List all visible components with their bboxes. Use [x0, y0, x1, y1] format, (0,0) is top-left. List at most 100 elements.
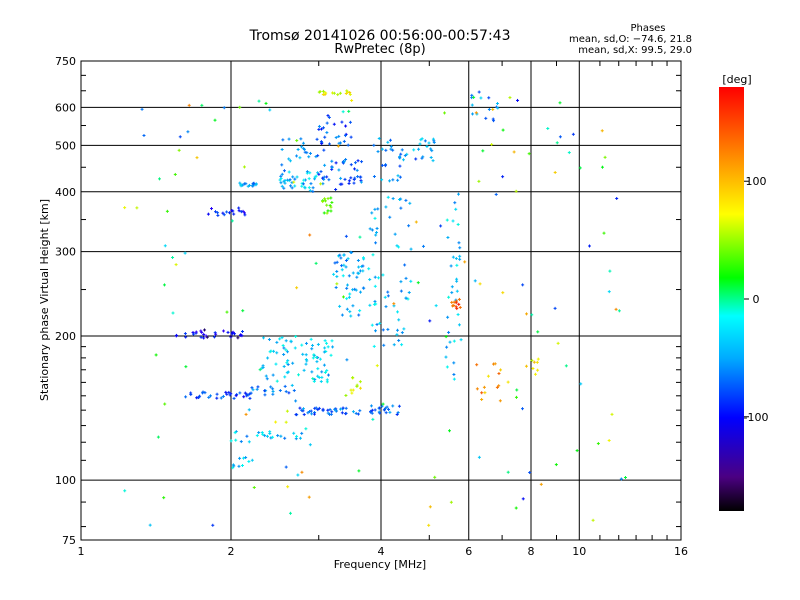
data-point [203, 328, 207, 332]
data-point [375, 226, 379, 230]
data-point [340, 411, 344, 415]
y-tick-label: 600 [55, 101, 76, 114]
data-point [344, 124, 348, 128]
data-point [282, 364, 286, 368]
data-point [280, 163, 284, 167]
data-point [361, 286, 365, 290]
data-point [309, 182, 313, 186]
data-point [447, 295, 451, 299]
data-point [389, 145, 393, 149]
data-point [314, 261, 318, 265]
data-point [400, 148, 404, 152]
data-point [319, 182, 323, 186]
data-point [304, 362, 308, 366]
data-point [450, 285, 454, 289]
data-point [395, 333, 399, 337]
data-point [369, 404, 373, 408]
data-point [300, 470, 304, 474]
data-point [322, 148, 326, 152]
data-point [453, 201, 457, 205]
data-point [480, 397, 484, 401]
data-point [392, 343, 396, 347]
data-point [225, 392, 229, 396]
data-point [310, 347, 314, 351]
data-point [340, 313, 344, 317]
data-point [458, 254, 462, 258]
data-point [323, 346, 327, 350]
data-point [343, 134, 347, 138]
data-point [307, 177, 311, 181]
data-point [344, 234, 348, 238]
data-point [351, 288, 355, 292]
data-point [285, 361, 289, 365]
data-point [229, 439, 233, 443]
y-tick-label: 400 [55, 186, 76, 199]
data-point [407, 224, 411, 228]
data-point [373, 216, 377, 220]
data-point [197, 395, 201, 399]
data-point [497, 384, 501, 388]
data-point [491, 117, 495, 121]
data-point [350, 251, 354, 255]
data-point [311, 343, 315, 347]
colorbar-label: [deg] [722, 73, 751, 86]
data-point [416, 281, 420, 285]
data-point [329, 209, 333, 213]
data-point [370, 408, 374, 412]
data-point [312, 412, 316, 416]
data-point [339, 407, 343, 411]
data-point [351, 271, 355, 275]
data-point [532, 360, 536, 364]
data-point [447, 429, 451, 433]
data-point [199, 335, 203, 339]
data-point [316, 154, 320, 158]
data-point [186, 130, 190, 134]
data-point [274, 362, 278, 366]
data-point [311, 377, 315, 381]
data-point [384, 148, 388, 152]
data-point [255, 434, 259, 438]
data-point [370, 411, 374, 415]
data-point [251, 183, 255, 187]
data-point [246, 184, 250, 188]
data-point [546, 126, 550, 130]
data-point [323, 339, 327, 343]
data-point [498, 399, 502, 403]
data-point [520, 407, 524, 411]
data-point [349, 314, 353, 318]
data-point [295, 286, 299, 290]
data-point [514, 189, 518, 193]
data-point [457, 302, 461, 306]
data-point [286, 350, 290, 354]
data-point [417, 147, 421, 151]
data-point [397, 245, 401, 249]
data-point [290, 181, 294, 185]
data-point [256, 385, 260, 389]
data-point [397, 339, 401, 343]
data-point [286, 359, 290, 363]
data-point [211, 523, 215, 527]
data-point [316, 171, 320, 175]
data-point [445, 218, 449, 222]
data-point [443, 111, 447, 115]
data-point [427, 141, 431, 145]
data-point [444, 355, 448, 359]
data-point [312, 353, 316, 357]
data-point [388, 215, 392, 219]
data-point [140, 107, 144, 111]
data-point [247, 460, 251, 464]
data-point [238, 105, 242, 109]
data-point [398, 155, 402, 159]
data-point [288, 159, 292, 163]
data-point [455, 289, 459, 293]
data-point [296, 473, 300, 477]
data-point [475, 363, 479, 367]
x-axis-label: Frequency [MHz] [334, 558, 426, 571]
data-point [271, 373, 275, 377]
data-point [239, 440, 243, 444]
data-point [374, 241, 378, 245]
data-point [451, 304, 455, 308]
data-point [447, 330, 451, 334]
data-point [311, 356, 315, 360]
